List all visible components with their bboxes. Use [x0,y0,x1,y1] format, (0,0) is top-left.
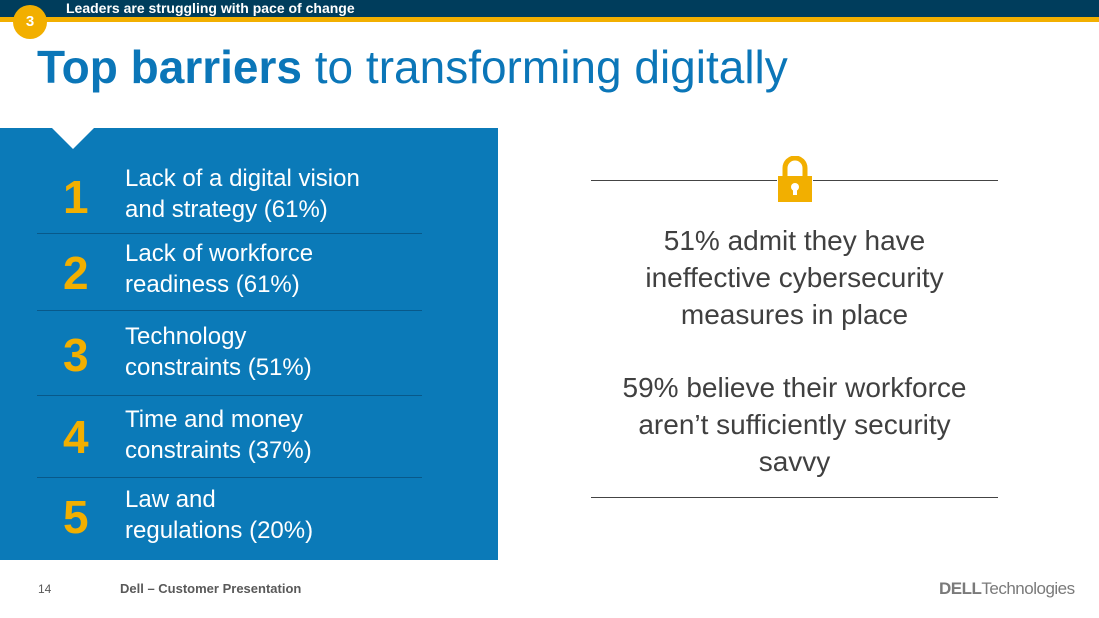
list-item: 5 Law and regulations (20%) [37,478,422,558]
section-title: Leaders are struggling with pace of chan… [66,0,355,16]
item-text: Technology constraints (51%) [125,323,312,381]
list-item: 2 Lack of workforce readiness (61%) [37,234,422,311]
item-text: Law and regulations (20%) [125,486,314,544]
item-number: 5 [63,491,89,543]
barriers-panel [0,128,498,560]
page-title: Top barriers to transforming digitally [37,40,788,94]
list-item: 1 Lack of a digital vision and strategy (… [37,160,422,234]
title-bold: Top barriers [37,41,302,93]
panel-notch [52,128,94,149]
item-number: 4 [63,411,89,463]
dell-technologies-logo: DELLTechnologies [939,579,1075,598]
item-text: Lack of workforce readiness (61%) [125,240,314,298]
item-number: 1 [63,171,89,223]
divider-bottom [591,497,998,498]
page-number: 14 [38,582,52,596]
item-number: 2 [63,247,89,299]
section-number-badge: 3 [13,5,47,39]
lock-icon [777,156,813,204]
footer-label: Dell – Customer Presentation [120,581,302,596]
title-rest: to transforming digitally [302,41,788,93]
stat-workforce: 59% believe their workforce aren’t suffic… [622,372,967,477]
item-text: Lack of a digital vision and strategy (61… [125,165,360,223]
stat-cybersecurity: 51% admit they have ineffective cybersecu… [645,225,944,330]
accent-band [0,17,1099,22]
section-header-bar: Leaders are struggling with pace of chan… [0,0,1099,17]
item-text: Time and money constraints (37%) [125,406,312,464]
list-item: 3 Technology constraints (51%) [37,311,422,396]
list-item: 4 Time and money constraints (37%) [37,396,422,478]
item-number: 3 [63,329,89,381]
